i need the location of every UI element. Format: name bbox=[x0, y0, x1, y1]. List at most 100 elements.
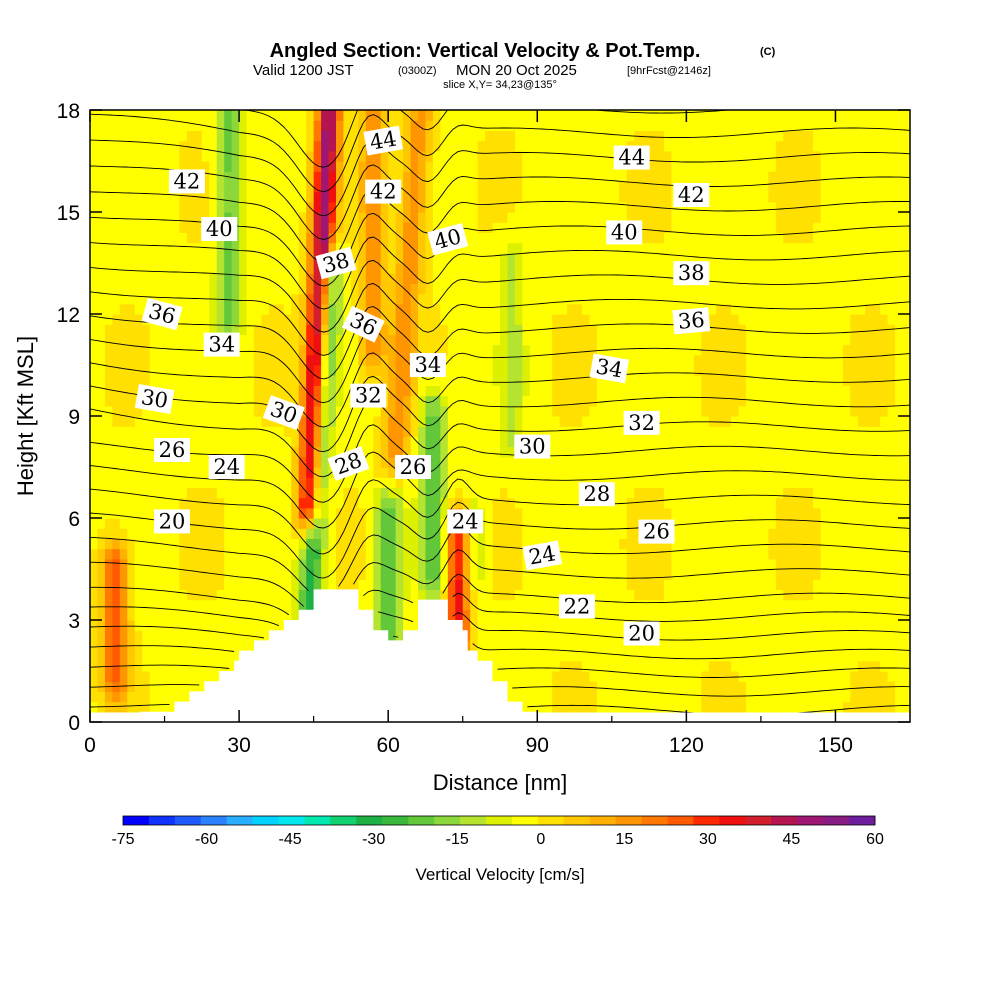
velocity-cell bbox=[104, 609, 113, 621]
velocity-cell bbox=[224, 120, 233, 131]
velocity-cell bbox=[365, 120, 382, 131]
velocity-cell bbox=[462, 579, 471, 590]
velocity-cell bbox=[522, 273, 910, 284]
velocity-cell bbox=[500, 303, 509, 315]
velocity-cell bbox=[552, 395, 598, 407]
velocity-cell bbox=[395, 293, 404, 305]
velocity-cell bbox=[328, 232, 337, 244]
velocity-cell bbox=[410, 589, 419, 601]
velocity-cell bbox=[134, 558, 181, 570]
velocity-cell bbox=[410, 171, 419, 182]
velocity-cell bbox=[895, 365, 910, 376]
colorbar-tick-label: -15 bbox=[446, 831, 469, 848]
velocity-cell bbox=[388, 354, 397, 366]
velocity-cell bbox=[485, 548, 494, 560]
velocity-cell bbox=[850, 324, 896, 335]
velocity-cell bbox=[596, 701, 702, 713]
velocity-cell bbox=[425, 171, 434, 182]
velocity-cell bbox=[127, 630, 136, 641]
velocity-cell bbox=[291, 528, 307, 539]
velocity-cell bbox=[119, 630, 128, 641]
velocity-cell bbox=[395, 548, 404, 560]
velocity-cell bbox=[306, 436, 315, 448]
velocity-cell bbox=[380, 334, 397, 346]
velocity-cell bbox=[104, 324, 151, 335]
velocity-cell bbox=[298, 467, 307, 478]
velocity-cell bbox=[336, 528, 367, 539]
colorbar-swatch bbox=[667, 816, 694, 825]
velocity-cell bbox=[306, 232, 315, 244]
velocity-cell bbox=[514, 303, 523, 315]
contour-label-box bbox=[365, 179, 402, 204]
velocity-cell bbox=[321, 558, 330, 570]
velocity-cell bbox=[440, 528, 449, 539]
velocity-cell bbox=[418, 426, 427, 437]
velocity-cell bbox=[298, 518, 307, 529]
velocity-cell bbox=[664, 589, 784, 601]
velocity-cell bbox=[306, 293, 315, 305]
velocity-cell bbox=[127, 599, 136, 611]
velocity-cell bbox=[455, 548, 464, 560]
velocity-cell bbox=[522, 303, 568, 315]
velocity-cell bbox=[514, 314, 523, 325]
velocity-cell bbox=[239, 191, 248, 203]
contour-label-box bbox=[606, 220, 643, 245]
velocity-cell bbox=[418, 334, 449, 346]
velocity-cell bbox=[97, 569, 106, 580]
contour-label-box bbox=[623, 410, 660, 435]
velocity-cell bbox=[239, 171, 248, 182]
velocity-cell bbox=[306, 283, 315, 295]
contour-label-text: 44 bbox=[368, 126, 398, 154]
velocity-cell bbox=[820, 191, 910, 203]
velocity-cell bbox=[701, 405, 740, 417]
velocity-cell bbox=[254, 365, 300, 376]
velocity-cell bbox=[380, 324, 389, 335]
theta-contour-line bbox=[90, 164, 910, 240]
velocity-cell bbox=[440, 436, 449, 448]
velocity-cell bbox=[343, 283, 352, 295]
velocity-cell bbox=[239, 324, 248, 335]
velocity-cell bbox=[447, 426, 501, 437]
velocity-cell bbox=[321, 344, 330, 356]
colorbar-swatch bbox=[589, 816, 617, 825]
velocity-cell bbox=[306, 150, 315, 162]
velocity-cell bbox=[246, 120, 307, 131]
velocity-cell bbox=[507, 344, 523, 356]
velocity-cell bbox=[701, 314, 740, 325]
velocity-cell bbox=[90, 171, 181, 182]
velocity-cell bbox=[127, 671, 136, 682]
velocity-cell bbox=[477, 222, 494, 233]
velocity-cell bbox=[477, 650, 910, 662]
velocity-cell bbox=[440, 456, 449, 468]
velocity-cell bbox=[388, 405, 397, 417]
velocity-cell bbox=[514, 497, 628, 509]
velocity-cell bbox=[477, 171, 523, 182]
velocity-cell bbox=[514, 252, 523, 264]
y-tick-label: 9 bbox=[68, 406, 80, 429]
velocity-cell bbox=[321, 497, 330, 509]
velocity-cell bbox=[440, 497, 449, 509]
colorbar-swatch bbox=[641, 816, 668, 825]
velocity-cell bbox=[134, 416, 263, 427]
velocity-cell bbox=[246, 324, 255, 335]
velocity-cell bbox=[321, 365, 330, 376]
velocity-cell bbox=[298, 222, 307, 233]
velocity-cell bbox=[216, 314, 225, 325]
contour-label-text: 42 bbox=[678, 183, 705, 207]
velocity-cell bbox=[626, 222, 673, 233]
velocity-cell bbox=[119, 650, 128, 662]
velocity-cell bbox=[298, 426, 307, 437]
velocity-cell bbox=[447, 609, 456, 621]
velocity-cell bbox=[418, 161, 427, 172]
velocity-cell bbox=[410, 110, 419, 121]
velocity-cell bbox=[231, 283, 240, 295]
velocity-cell bbox=[298, 334, 307, 346]
velocity-cell bbox=[507, 252, 516, 264]
velocity-cell bbox=[306, 528, 315, 539]
velocity-cell bbox=[328, 416, 337, 427]
velocity-cell bbox=[783, 232, 814, 244]
velocity-cell bbox=[336, 416, 374, 427]
velocity-cell bbox=[552, 334, 598, 346]
velocity-cell bbox=[246, 303, 270, 315]
contour-label: 24 bbox=[522, 540, 563, 571]
